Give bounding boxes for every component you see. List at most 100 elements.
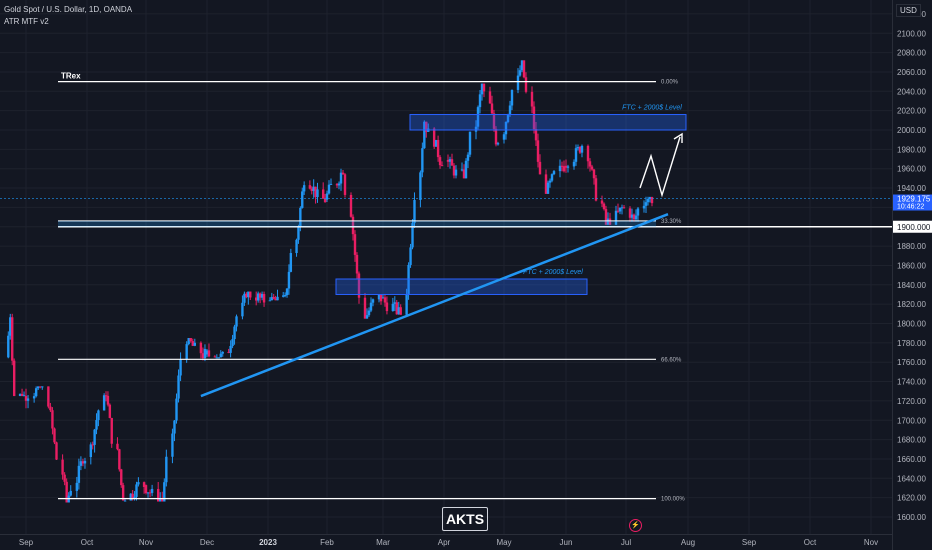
candle-body [11,317,14,361]
candle-body [405,294,408,315]
candle-body [454,169,458,176]
time-tick-label: Oct [81,538,94,547]
candle-body [548,180,552,183]
candle-body [65,481,68,503]
candle-body [367,310,371,316]
candle-body [438,157,442,166]
candle-body [7,335,10,358]
time-tick-label: May [496,538,511,547]
candle-body [614,210,618,225]
candle-body [588,161,592,167]
candle-body [63,474,66,482]
candle-body [83,460,87,464]
currency-label[interactable]: USD [896,4,921,17]
candle-body [371,299,375,303]
fib-level-label: 66.60% [661,357,682,363]
price-tick-label: 1760.00 [897,358,926,367]
candle-body [644,202,648,206]
candle-body [97,410,100,421]
candle-body [508,105,512,115]
candle-body [353,234,357,255]
candle-body [108,404,112,418]
candle-body [452,165,456,176]
candle-body [135,484,138,497]
price-tick-label: 1740.00 [897,378,926,387]
candle-body [215,357,219,359]
candle-body [397,307,400,315]
candle-body [193,342,196,346]
candle-body [325,193,329,200]
price-tick-label: 1720.00 [897,397,926,406]
candle-body [602,203,606,210]
candle-body [351,216,355,235]
candle-body [399,307,402,315]
candle-body [546,182,550,194]
candle-body [494,128,498,145]
price-tick-label: 2060.00 [897,68,926,77]
candle-body [436,140,440,158]
candle-body [95,420,98,430]
candle-body [421,148,424,173]
candle-body [580,145,584,153]
candle-body [600,200,604,204]
candle-body [363,297,367,319]
candle-body [464,160,468,179]
candle-body [534,129,538,141]
candle-body [341,172,345,175]
candle-body [227,351,230,353]
price-tick-label: 1880.00 [897,242,926,251]
candle-body [312,186,315,192]
candle-body [536,140,540,162]
price-tick-label: 1600.00 [897,513,926,522]
candle-body [89,444,93,458]
candle-body [203,348,207,359]
candle-body [249,291,252,298]
time-tick-label: Jul [621,538,631,547]
candle-body [544,174,548,194]
trex-label: TRex [61,72,81,81]
candle-body [247,291,250,298]
candle-body [268,300,272,302]
price-tick-label: 1860.00 [897,261,926,270]
candle-body [482,83,486,92]
candle-body [407,264,410,295]
candle-body [608,218,612,225]
candle-body [532,106,536,130]
candle-body [120,469,123,486]
candle-body [337,183,341,186]
last-price-tag [893,194,932,211]
candle-body [377,294,381,300]
candle-body [586,145,590,162]
candle-body [343,174,347,195]
price-tick-label: 1680.00 [897,436,926,445]
projection-arrowhead [673,132,683,143]
candle-body [150,488,154,493]
candle-body [144,485,148,494]
bolt-icon[interactable]: ⚡ [629,519,642,532]
candle-body [243,293,246,303]
candle-body [235,316,238,327]
candle-body [289,253,293,272]
candle-body [191,341,194,346]
candle-body [272,296,275,299]
candle-body [393,302,397,304]
candle-body [558,165,562,172]
candle-body [355,254,359,274]
candle-body [488,91,492,104]
candle-body [163,482,166,502]
price-tick-label: 1660.00 [897,455,926,464]
candle-body [552,171,556,175]
time-tick-label: 2023 [259,538,277,547]
candle-body [256,293,260,301]
candle-body [520,60,524,71]
candle-body [49,406,52,411]
marked-price-tag [893,220,932,233]
candle-body [349,194,353,217]
candle-body [462,169,466,179]
candle-body [492,113,496,129]
candle-body [425,121,428,132]
candle-body [572,161,576,167]
candle-body [327,184,331,194]
candle-body [329,183,333,185]
